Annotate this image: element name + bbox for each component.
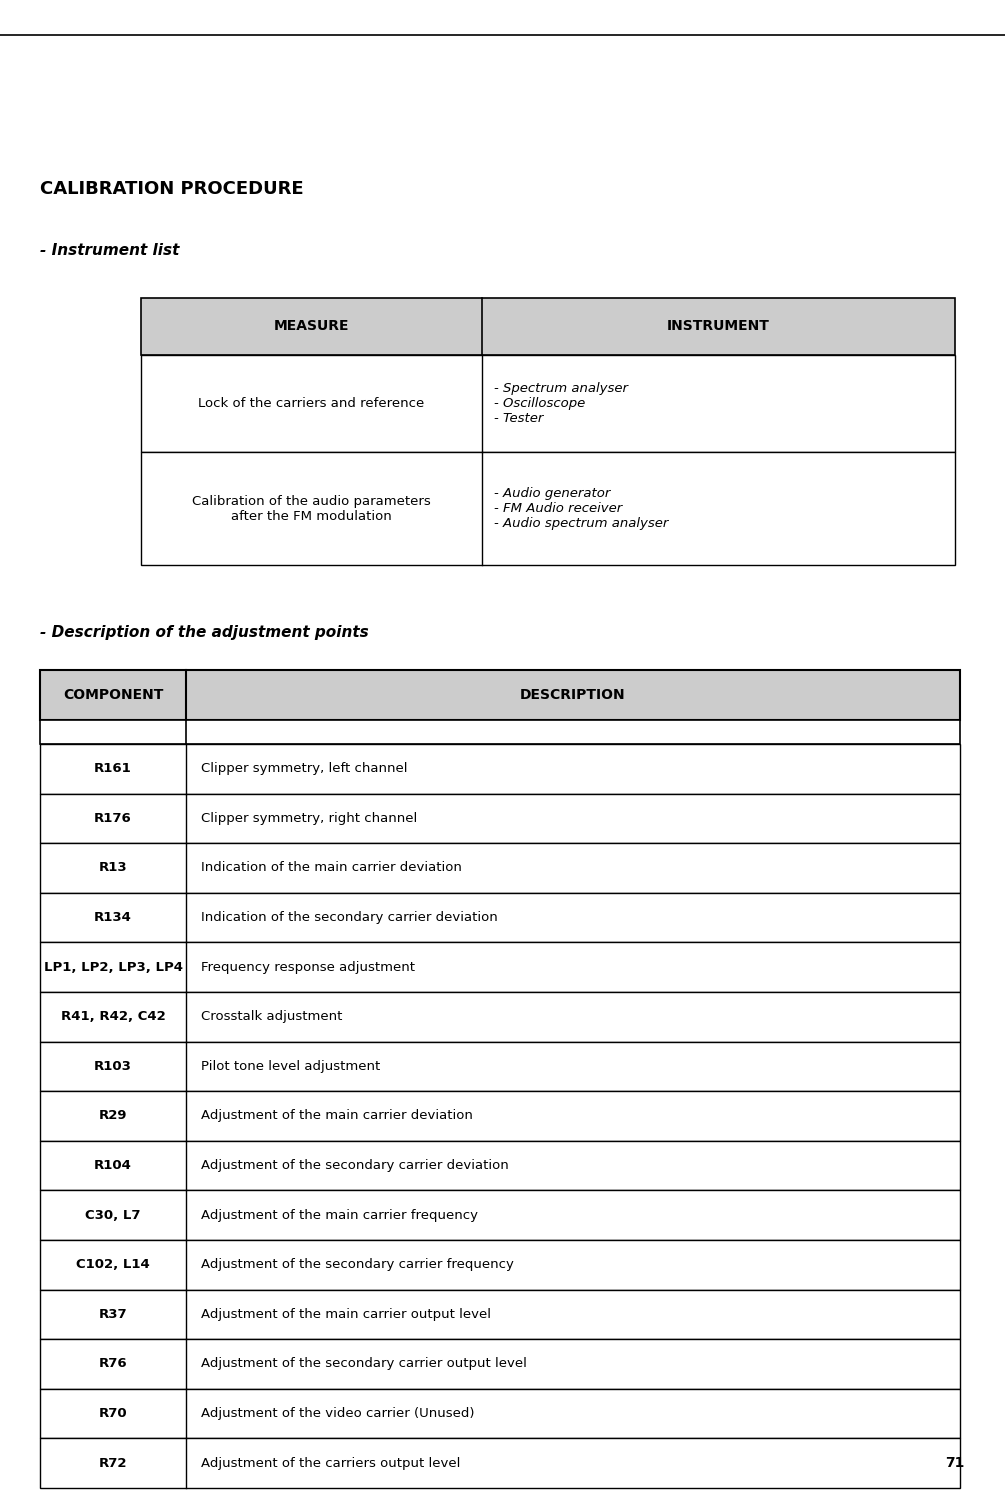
Text: R70: R70	[98, 1407, 128, 1420]
Bar	[40, 992, 960, 1042]
Text: Adjustment of the video carrier (Unused): Adjustment of the video carrier (Unused)	[201, 1407, 474, 1420]
Text: 71: 71	[946, 1456, 965, 1470]
Text: Calibration of the audio parameters
after the FM modulation: Calibration of the audio parameters afte…	[192, 494, 431, 523]
Bar	[40, 670, 960, 720]
Text: R161: R161	[94, 762, 132, 776]
Text: - Spectrum analyser
- Oscilloscope
- Tester: - Spectrum analyser - Oscilloscope - Tes…	[494, 382, 628, 425]
Text: C102, L14: C102, L14	[76, 1258, 150, 1272]
Text: - Instrument list: - Instrument list	[40, 243, 180, 259]
Text: R76: R76	[98, 1357, 128, 1371]
Text: Adjustment of the main carrier output level: Adjustment of the main carrier output le…	[201, 1308, 491, 1321]
Text: Clipper symmetry, right channel: Clipper symmetry, right channel	[201, 812, 417, 825]
Bar	[40, 843, 960, 893]
Bar	[40, 1091, 960, 1141]
Bar	[40, 1240, 960, 1290]
Text: Crosstalk adjustment: Crosstalk adjustment	[201, 1010, 343, 1024]
Text: Lock of the carriers and reference: Lock of the carriers and reference	[198, 397, 425, 410]
Bar	[40, 1042, 960, 1091]
Text: Adjustment of the secondary carrier deviation: Adjustment of the secondary carrier devi…	[201, 1159, 509, 1172]
Text: Indication of the main carrier deviation: Indication of the main carrier deviation	[201, 861, 462, 875]
Text: R176: R176	[94, 812, 132, 825]
Text: Adjustment of the main carrier deviation: Adjustment of the main carrier deviation	[201, 1109, 473, 1123]
Text: R41, R42, C42: R41, R42, C42	[60, 1010, 166, 1024]
Text: - Audio generator
- FM Audio receiver
- Audio spectrum analyser: - Audio generator - FM Audio receiver - …	[494, 487, 669, 531]
Text: Adjustment of the secondary carrier output level: Adjustment of the secondary carrier outp…	[201, 1357, 527, 1371]
Text: Pilot tone level adjustment: Pilot tone level adjustment	[201, 1060, 380, 1073]
Text: C30, L7: C30, L7	[85, 1208, 141, 1222]
Text: R134: R134	[94, 911, 132, 924]
Text: - Description of the adjustment points: - Description of the adjustment points	[40, 625, 369, 640]
Bar	[40, 1389, 960, 1438]
Bar	[40, 1141, 960, 1190]
Text: INSTRUMENT: INSTRUMENT	[667, 319, 770, 334]
Text: R103: R103	[94, 1060, 132, 1073]
Bar	[40, 720, 960, 744]
Bar	[141, 452, 955, 565]
Bar	[40, 1339, 960, 1389]
Text: R13: R13	[98, 861, 128, 875]
Bar	[40, 1290, 960, 1339]
Text: CALIBRATION PROCEDURE: CALIBRATION PROCEDURE	[40, 180, 304, 198]
Bar	[40, 893, 960, 942]
Text: Frequency response adjustment: Frequency response adjustment	[201, 960, 415, 974]
Text: Indication of the secondary carrier deviation: Indication of the secondary carrier devi…	[201, 911, 497, 924]
Text: Adjustment of the carriers output level: Adjustment of the carriers output level	[201, 1456, 460, 1470]
Text: R72: R72	[98, 1456, 128, 1470]
Text: COMPONENT: COMPONENT	[63, 688, 163, 702]
Text: DESCRIPTION: DESCRIPTION	[520, 688, 626, 702]
Bar	[40, 794, 960, 843]
Bar	[141, 355, 955, 452]
Text: R37: R37	[98, 1308, 128, 1321]
Text: R104: R104	[94, 1159, 132, 1172]
Bar	[40, 1190, 960, 1240]
Text: MEASURE: MEASURE	[273, 319, 350, 334]
Text: Clipper symmetry, left channel: Clipper symmetry, left channel	[201, 762, 407, 776]
Text: LP1, LP2, LP3, LP4: LP1, LP2, LP3, LP4	[43, 960, 183, 974]
Text: R29: R29	[98, 1109, 128, 1123]
Text: Adjustment of the main carrier frequency: Adjustment of the main carrier frequency	[201, 1208, 478, 1222]
Bar	[40, 1438, 960, 1488]
Bar	[40, 942, 960, 992]
Bar	[40, 744, 960, 794]
Text: Adjustment of the secondary carrier frequency: Adjustment of the secondary carrier freq…	[201, 1258, 514, 1272]
Bar	[141, 298, 955, 355]
